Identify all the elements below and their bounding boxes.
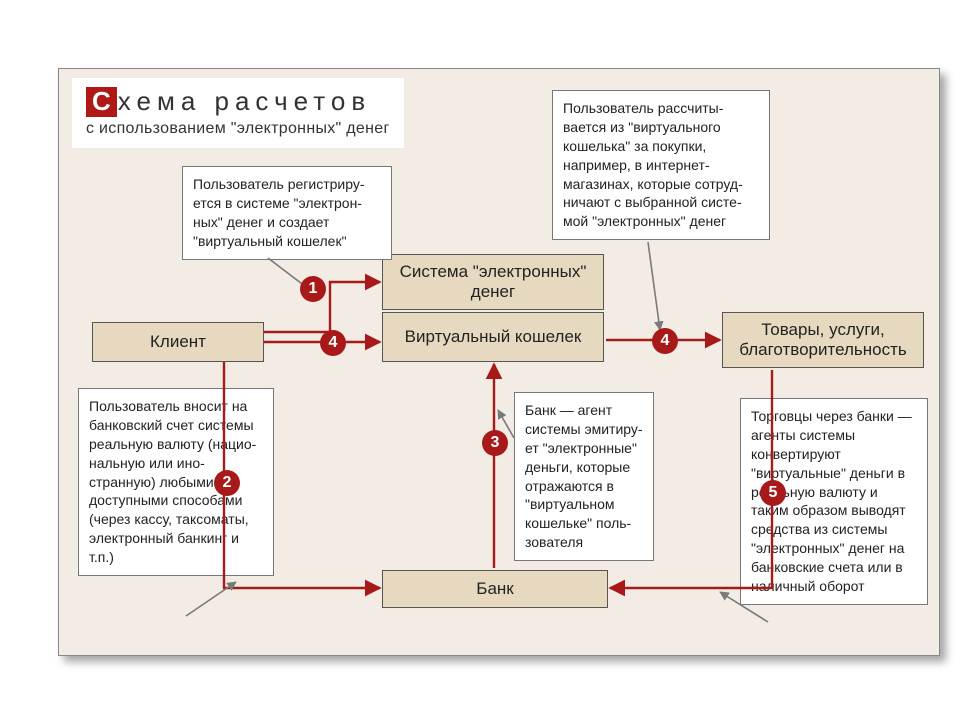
node-wallet-label: Виртуальный кошелек <box>405 327 582 347</box>
callout-1-text: Пользователь регистриру­ется в системе "… <box>193 176 365 249</box>
node-bank: Банк <box>382 570 608 608</box>
callout-4: Пользователь рассчиты­вается из "виртуал… <box>552 90 770 240</box>
callout-4-text: Пользователь рассчиты­вается из "виртуал… <box>563 100 743 229</box>
node-goods: Товары, услуги, благотворительность <box>722 312 924 368</box>
node-bank-label: Банк <box>476 579 513 599</box>
subtitle: с использованием "электронных" денег <box>86 120 390 138</box>
title-line: Схема расчетов <box>86 86 390 117</box>
callout-1: Пользователь регистриру­ется в системе "… <box>182 166 392 260</box>
node-client: Клиент <box>92 322 264 362</box>
step-badge-3: 3 <box>482 430 508 456</box>
step-badge-5: 5 <box>760 480 786 506</box>
node-client-label: Клиент <box>150 332 206 352</box>
title-rest: хема расчетов <box>118 86 371 116</box>
slide: Схема расчетов с использованием "электро… <box>0 0 960 720</box>
step-badge-4: 4 <box>320 330 346 356</box>
step-badge-4: 4 <box>652 328 678 354</box>
step-badge-1: 1 <box>300 276 326 302</box>
node-system: Система "электронных" денег <box>382 254 604 310</box>
title-initial: С <box>86 87 117 117</box>
callout-3-text: Банк — агент системы эмитиру­ет "электро… <box>525 402 643 550</box>
step-badge-2: 2 <box>214 470 240 496</box>
node-goods-label: Товары, услуги, благотворительность <box>729 320 917 360</box>
callout-3: Банк — агент системы эмитиру­ет "электро… <box>514 392 654 561</box>
callout-2: Пользователь вносит на банковский счет с… <box>78 388 274 576</box>
node-system-label: Система "электронных" денег <box>389 262 597 302</box>
node-wallet: Виртуальный кошелек <box>382 312 604 362</box>
title-block: Схема расчетов с использованием "электро… <box>72 78 404 148</box>
